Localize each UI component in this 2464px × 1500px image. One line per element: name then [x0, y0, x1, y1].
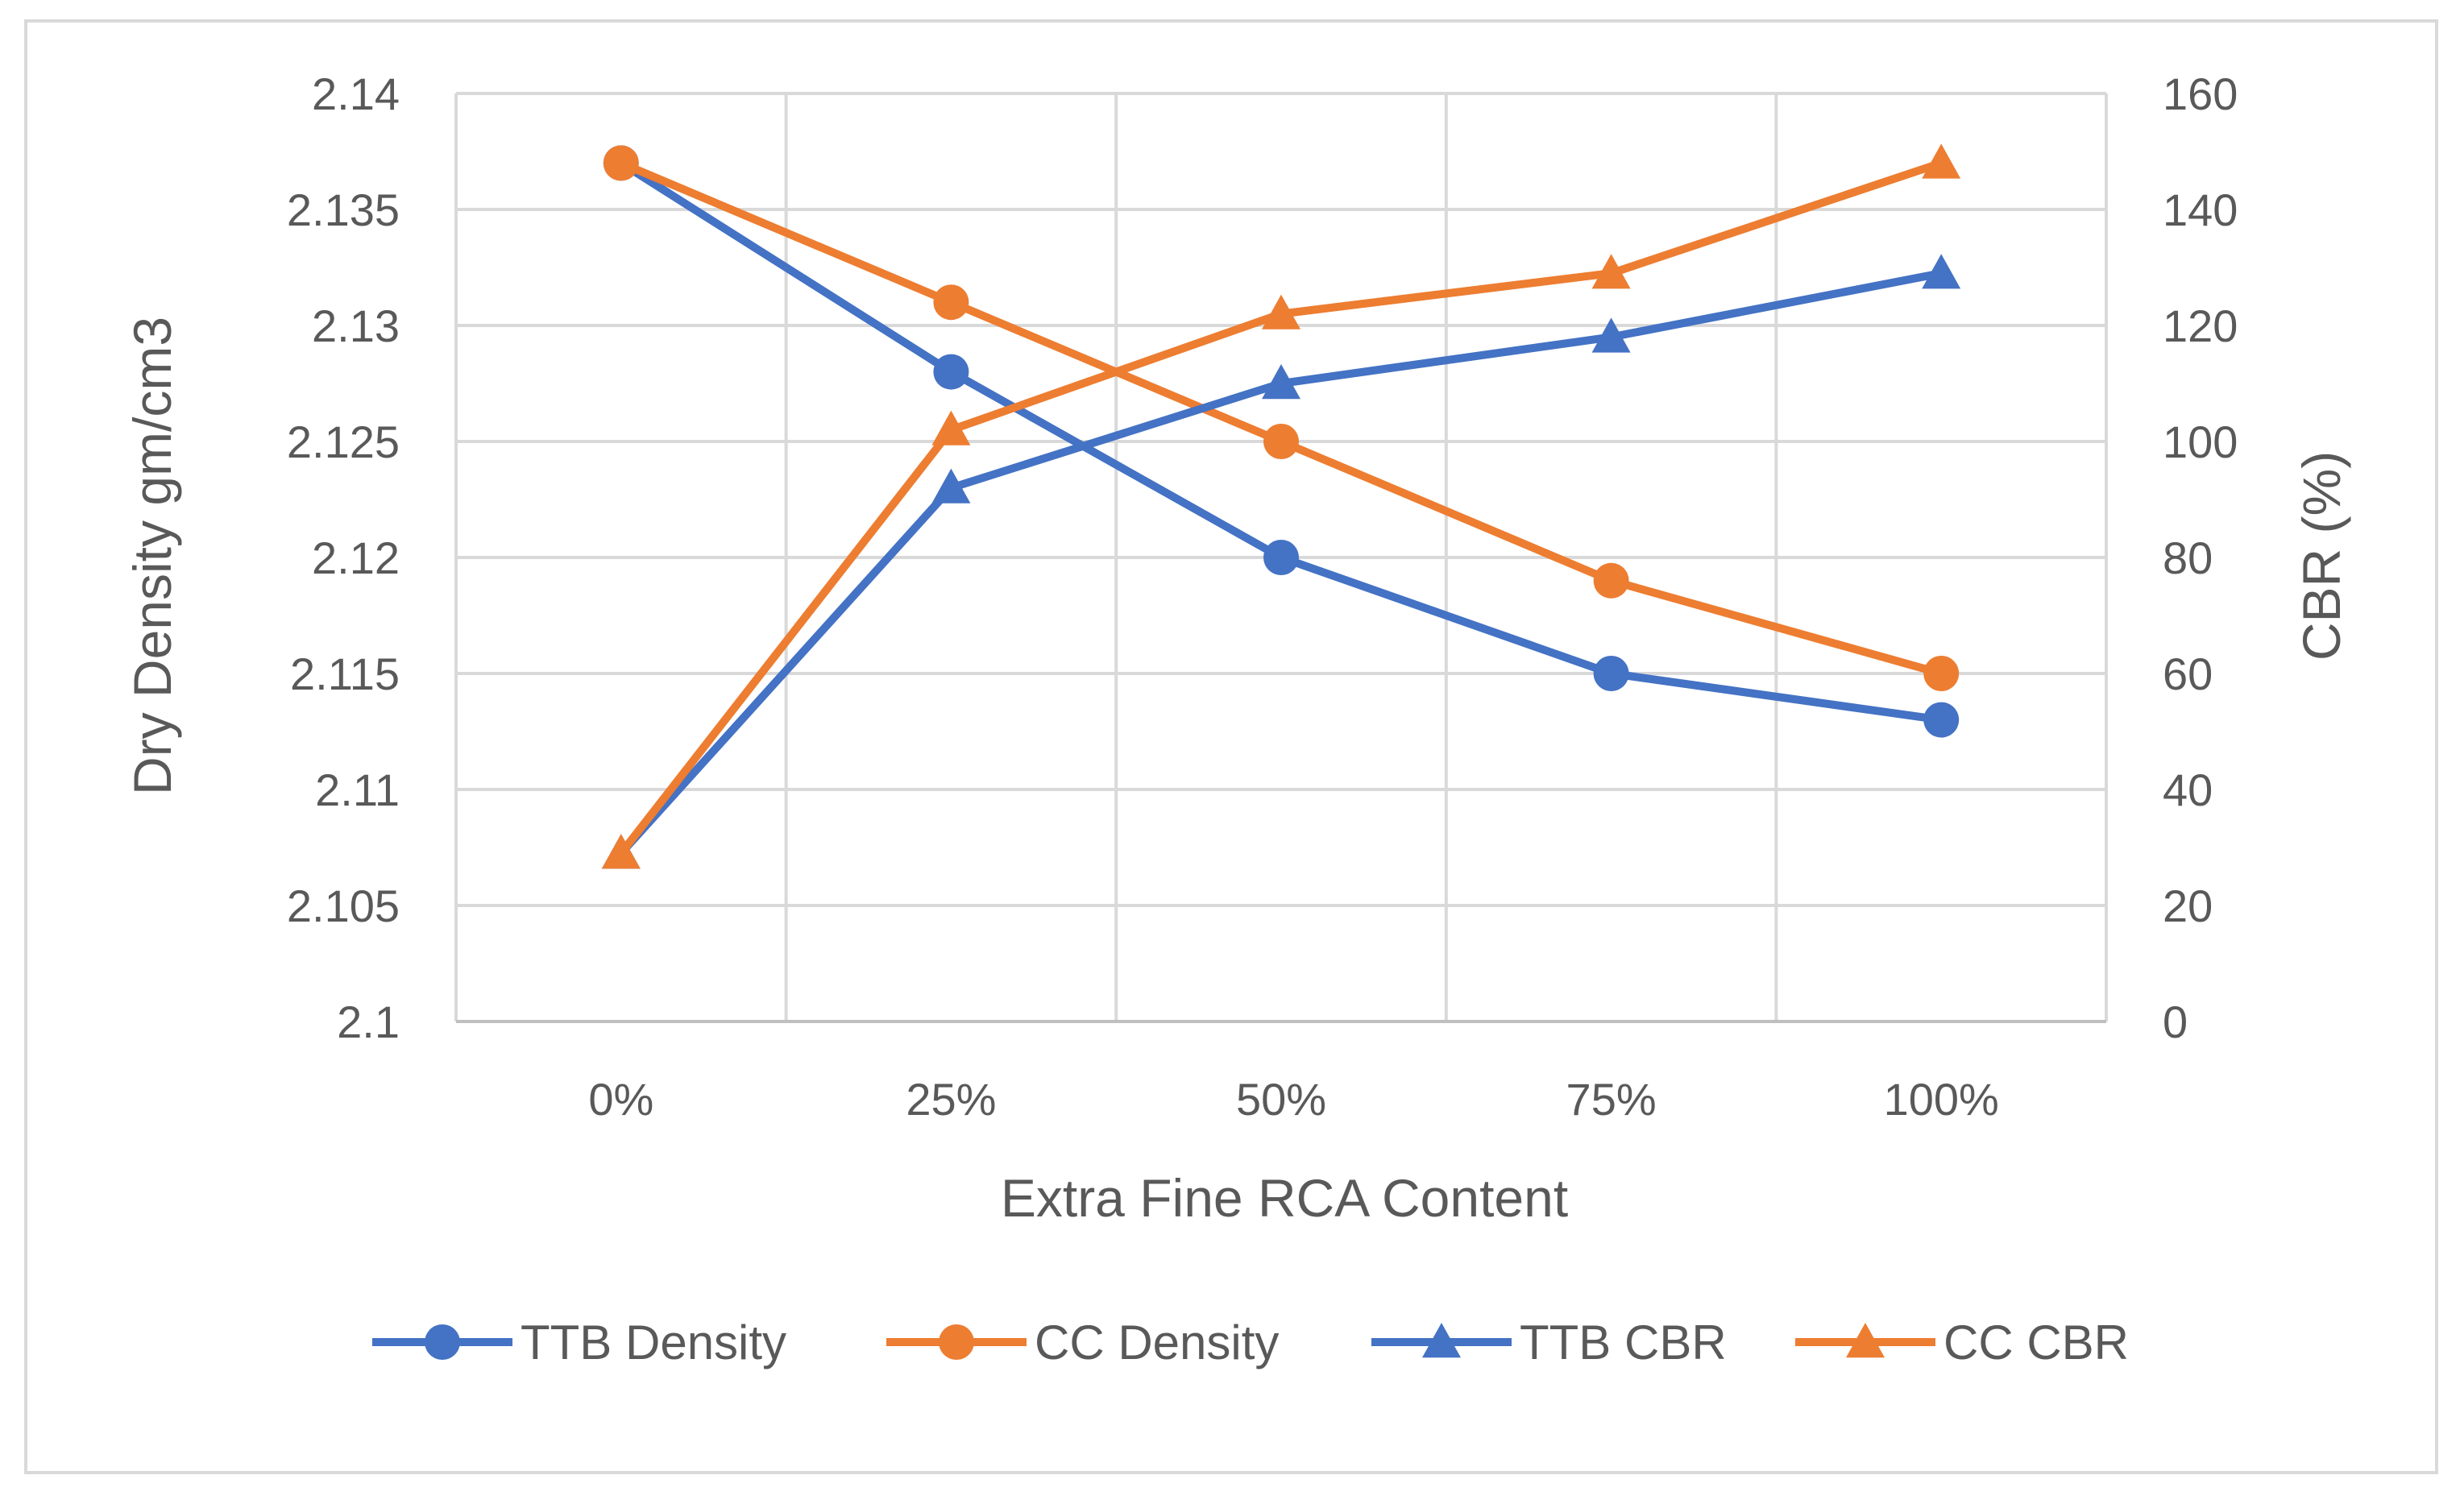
- legend-marker-ttb-cbr: [1422, 1323, 1461, 1358]
- cc-density-point: [603, 145, 639, 181]
- ttb-density-point: [933, 354, 969, 390]
- cc-density-point: [1923, 656, 1960, 691]
- y2-tick-label: 40: [2163, 765, 2213, 815]
- cc-cbr-point: [1591, 254, 1631, 289]
- cc-cbr-point: [601, 834, 641, 869]
- y-tick-label: 2.14: [312, 68, 400, 119]
- legend-marker-cc-density: [939, 1324, 974, 1360]
- x-axis-title: Extra Fine RCA Content: [1001, 1168, 1568, 1228]
- y-tick-label: 2.1: [337, 997, 400, 1047]
- legend-marker-ttb-density: [425, 1324, 460, 1360]
- chart-frame: [24, 19, 2438, 1474]
- y-tick-label: 2.135: [287, 184, 400, 235]
- y2-tick-label: 60: [2163, 648, 2213, 699]
- series-layer: [601, 143, 1961, 869]
- cc-density-point: [1263, 424, 1299, 459]
- cc-cbr-line: [617, 159, 1943, 856]
- y2-tick-label: 0: [2163, 997, 2188, 1047]
- y-axis-title: Dry Density gm/cm3: [122, 317, 182, 795]
- y2-tick-label: 160: [2163, 68, 2238, 119]
- legend-marker-cc-cbr: [1846, 1323, 1885, 1358]
- x-tick-label: 25%: [906, 1074, 996, 1125]
- tick-labels: 2.1 2.105 2.11 2.115 2.12 2.125 2.13 2.135 2.14 0…: [287, 68, 2238, 1125]
- x-tick-label: 0%: [588, 1074, 653, 1125]
- y-tick-label: 2.125: [287, 416, 400, 467]
- y-tick-label: 2.12: [312, 532, 400, 583]
- x-tick-label: 100%: [1884, 1074, 1999, 1125]
- ttb-cbr-point: [1922, 254, 1961, 289]
- ttb-cbr-point: [1262, 364, 1300, 400]
- ttb-cbr-point: [1591, 317, 1631, 353]
- ttb-density-point: [1593, 656, 1629, 691]
- ttb-density-point: [1923, 702, 1960, 738]
- cc-cbr-point: [1262, 294, 1300, 329]
- x-tick-label: 50%: [1236, 1074, 1326, 1125]
- y2-tick-label: 120: [2163, 300, 2238, 351]
- legend-label-ttb-density: TTB Density: [521, 1316, 786, 1369]
- y2-axis-title: CBR (%): [2292, 451, 2351, 661]
- y2-tick-label: 80: [2163, 532, 2213, 583]
- x-tick-label: 75%: [1566, 1074, 1657, 1125]
- legend-label-ttb-cbr: TTB CBR: [1520, 1316, 1727, 1369]
- cc-cbr-point: [1922, 143, 1961, 179]
- y-tick-label: 2.11: [315, 765, 400, 815]
- legend: TTB Density CC Density TTB CBR CC CBR: [372, 1316, 2129, 1369]
- y2-tick-label: 20: [2163, 881, 2213, 931]
- cc-density-point: [933, 284, 969, 321]
- y2-tick-label: 100: [2163, 416, 2238, 467]
- legend-label-cc-density: CC Density: [1035, 1316, 1279, 1369]
- y-tick-label: 2.105: [287, 881, 400, 931]
- ttb-density-point: [1263, 540, 1299, 575]
- legend-label-cc-cbr: CC CBR: [1943, 1316, 2129, 1369]
- cc-cbr-point: [931, 410, 971, 445]
- y-tick-label: 2.115: [290, 648, 400, 699]
- y2-tick-label: 140: [2163, 184, 2238, 235]
- cc-density-point: [1593, 562, 1629, 599]
- ttb-cbr-point: [931, 468, 971, 503]
- y-tick-label: 2.13: [312, 300, 400, 351]
